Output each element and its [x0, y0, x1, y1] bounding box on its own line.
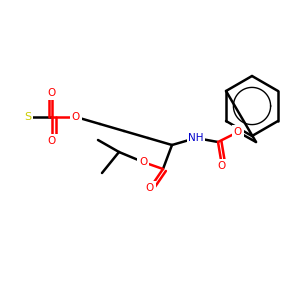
Text: O: O — [146, 183, 154, 193]
Text: O: O — [139, 157, 147, 167]
Text: O: O — [72, 112, 80, 122]
Text: O: O — [234, 127, 242, 137]
Text: NH: NH — [188, 133, 204, 143]
Text: S: S — [24, 112, 32, 122]
Text: O: O — [48, 88, 56, 98]
Text: O: O — [48, 136, 56, 146]
Text: O: O — [218, 161, 226, 171]
